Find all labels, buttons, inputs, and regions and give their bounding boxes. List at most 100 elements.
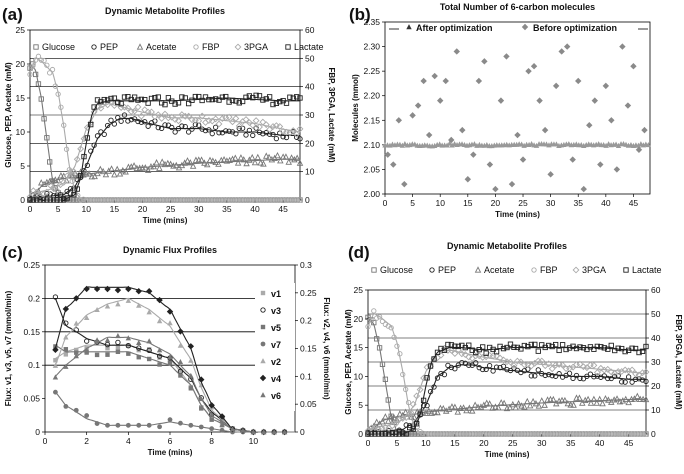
data-point <box>437 97 444 104</box>
data-point <box>452 366 458 372</box>
data-point <box>413 392 421 400</box>
data-point <box>473 360 479 366</box>
data-point <box>639 369 646 377</box>
data-point <box>125 118 131 124</box>
y-tick-label-right: 30 <box>305 110 315 120</box>
data-point <box>37 197 43 203</box>
data-point <box>69 197 75 203</box>
data-point <box>156 353 163 359</box>
data-point <box>145 197 151 203</box>
data-point <box>173 161 180 169</box>
data-point <box>565 431 571 437</box>
data-point <box>297 136 303 142</box>
data-point <box>67 190 74 196</box>
data-point <box>63 334 69 340</box>
data-point <box>524 360 532 368</box>
data-point <box>519 156 527 163</box>
data-point <box>162 101 168 108</box>
panel-title: Dynamic Metabolite Profiles <box>447 241 567 251</box>
data-point <box>575 77 582 85</box>
data-point <box>219 94 226 100</box>
data-point <box>198 395 204 402</box>
data-point <box>636 376 642 382</box>
data-point <box>266 126 274 133</box>
data-point <box>225 113 233 121</box>
data-point <box>32 71 39 78</box>
data-point <box>58 104 64 110</box>
data-point <box>423 363 431 371</box>
data-point <box>382 321 389 328</box>
data-point <box>232 197 238 203</box>
data-point <box>507 431 513 437</box>
data-point <box>368 317 374 323</box>
x-tick-label: 10 <box>421 438 431 448</box>
data-point <box>277 197 283 203</box>
data-point <box>178 368 183 373</box>
data-point <box>74 172 82 180</box>
y-tick-label-right: 0.1 <box>300 371 312 381</box>
data-point <box>142 96 148 103</box>
data-point <box>385 417 392 424</box>
data-point <box>297 95 303 101</box>
data-point <box>573 372 580 379</box>
series-acetate <box>26 151 304 203</box>
legend-label: v1 <box>271 289 281 299</box>
data-point <box>158 125 165 132</box>
data-point <box>57 197 64 203</box>
data-point <box>93 285 101 293</box>
data-point <box>552 361 560 369</box>
data-point <box>86 197 92 203</box>
data-point <box>188 422 194 428</box>
data-point <box>121 94 128 100</box>
legend-marker <box>193 44 199 50</box>
data-point <box>202 127 209 134</box>
data-point <box>44 62 50 68</box>
data-point <box>229 97 236 104</box>
data-point <box>40 197 47 203</box>
data-point <box>577 375 583 382</box>
data-point <box>624 102 632 109</box>
data-point <box>469 407 476 414</box>
data-point <box>629 345 635 351</box>
x-tick-label: 10 <box>249 436 259 446</box>
data-point <box>131 116 138 122</box>
legend-label: Glucose <box>42 42 75 52</box>
data-point <box>566 370 573 377</box>
data-point <box>577 344 583 350</box>
data-point <box>538 357 546 365</box>
data-point <box>285 158 292 165</box>
y-tick-label-left: 25 <box>16 25 26 35</box>
data-point <box>62 305 70 313</box>
data-point <box>392 420 400 428</box>
data-point <box>395 117 403 124</box>
data-point <box>424 402 430 409</box>
data-point <box>382 376 389 382</box>
data-point <box>122 197 129 203</box>
data-point <box>506 403 514 411</box>
data-point <box>400 371 406 378</box>
x-axis-label: Time (mins) <box>148 448 193 457</box>
data-point <box>145 288 153 295</box>
data-point <box>604 365 612 373</box>
data-point <box>528 373 534 379</box>
data-point <box>281 429 288 435</box>
data-point <box>32 190 39 197</box>
data-point <box>521 403 528 410</box>
data-point <box>166 308 174 315</box>
data-point <box>602 395 609 402</box>
data-point <box>558 48 565 55</box>
data-point <box>270 101 276 108</box>
data-point <box>443 431 449 437</box>
y-tick-label-left: 0 <box>20 195 25 205</box>
data-point <box>80 196 87 202</box>
data-point <box>615 372 621 379</box>
data-point <box>188 386 194 391</box>
legend-label: Glucose <box>380 265 413 275</box>
data-point <box>102 170 110 178</box>
data-point <box>477 403 485 410</box>
data-point <box>437 404 444 411</box>
data-point <box>454 408 462 415</box>
data-point <box>117 197 123 203</box>
data-point <box>541 126 549 134</box>
x-tick-label: 5 <box>56 204 61 214</box>
